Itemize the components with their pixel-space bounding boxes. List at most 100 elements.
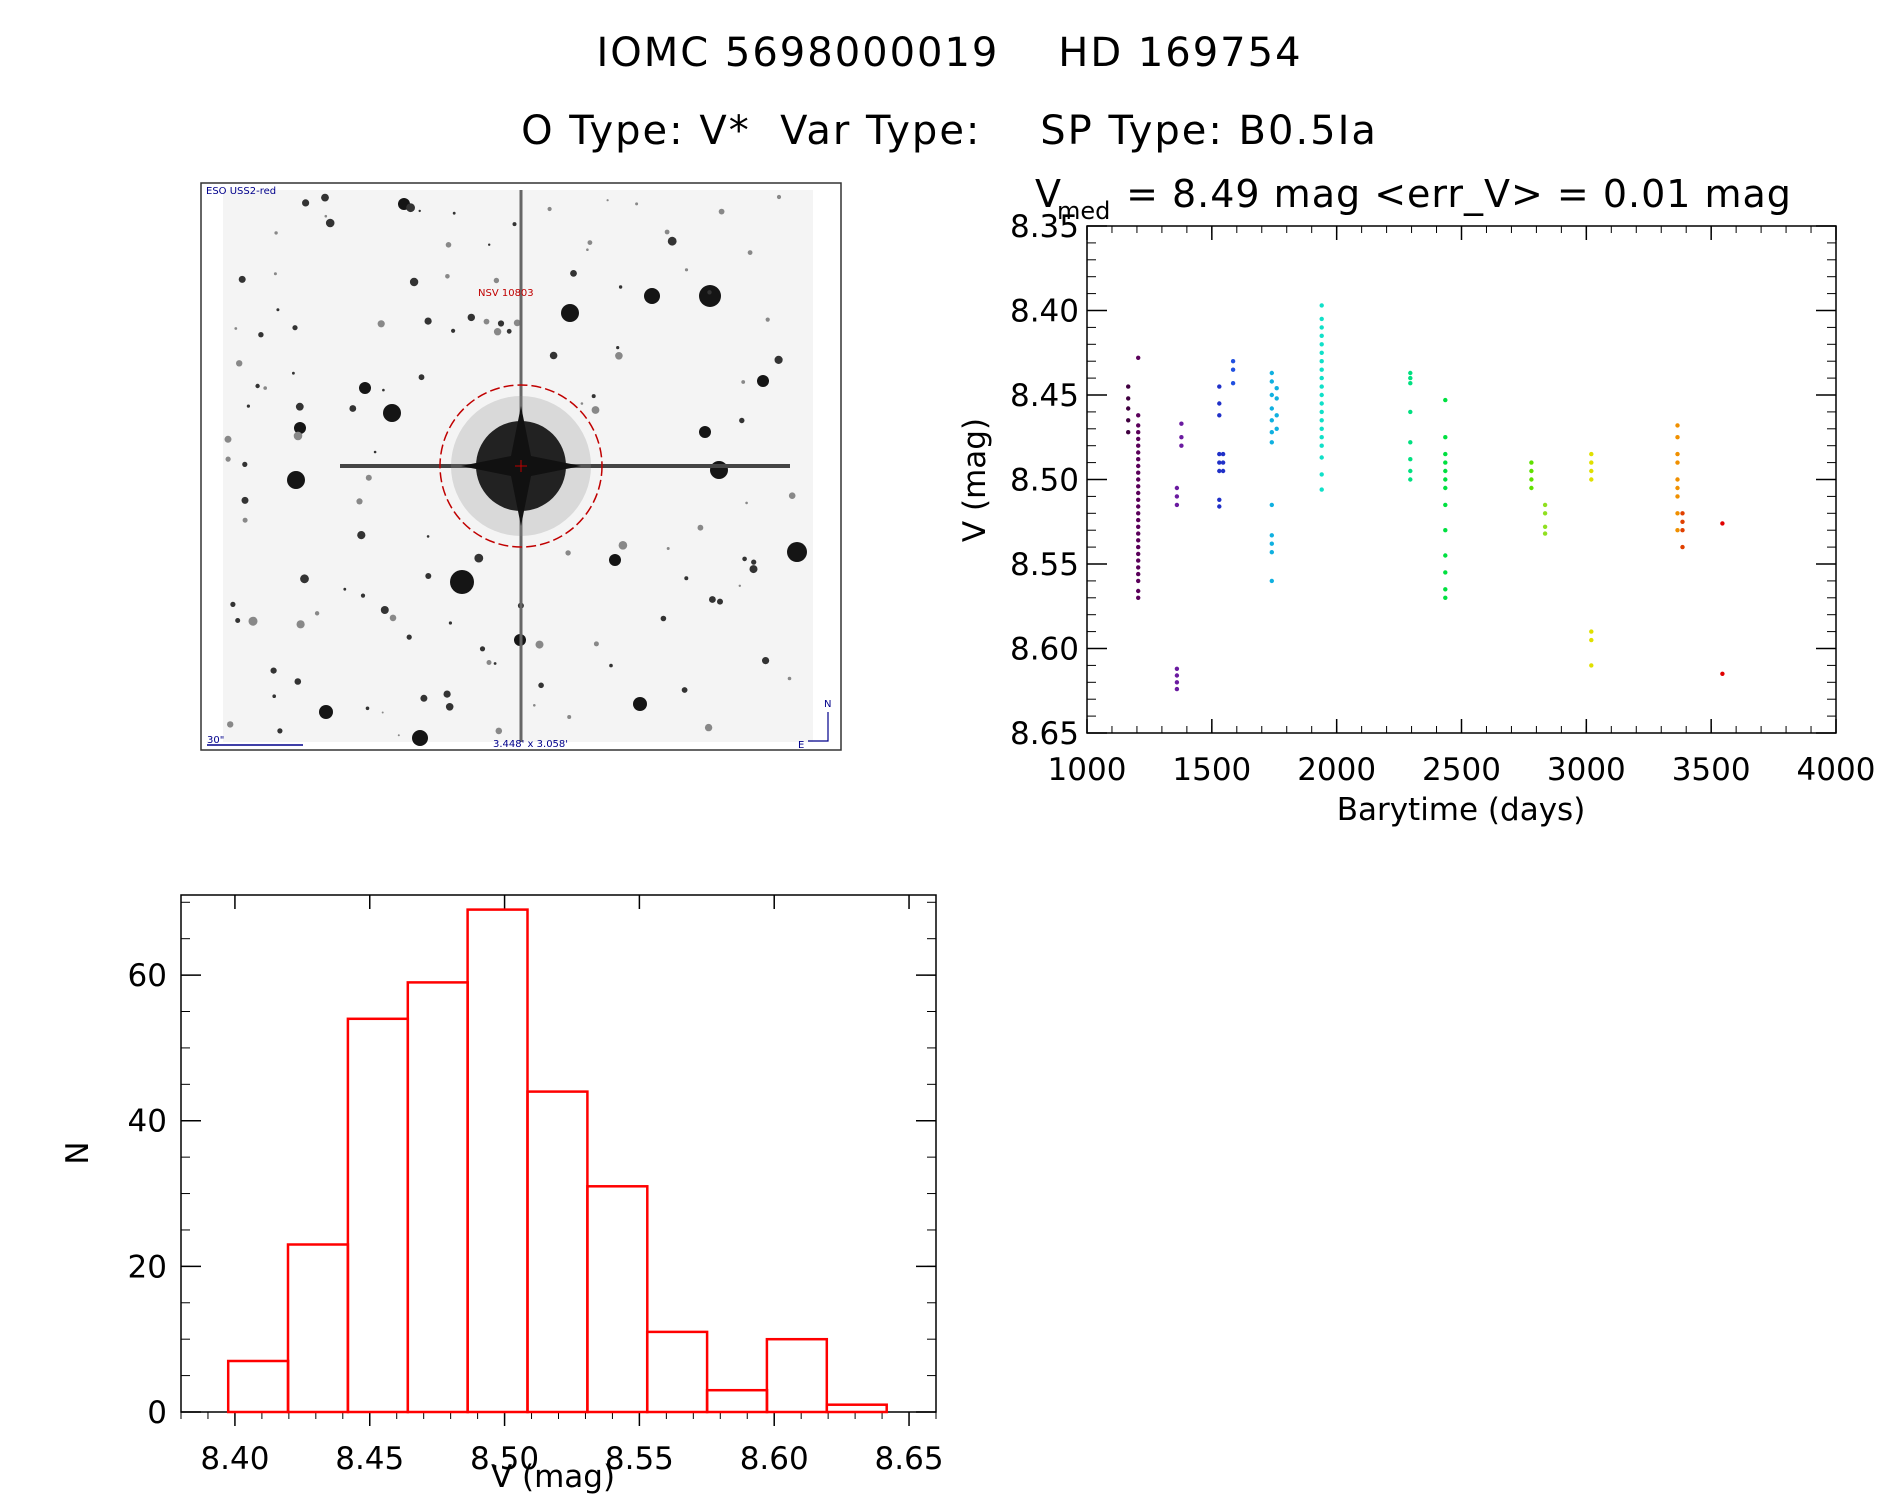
- finder-star: [788, 492, 796, 500]
- finder-star: [272, 694, 277, 698]
- scatter-point: [1443, 528, 1448, 533]
- scatter-point: [1680, 511, 1685, 516]
- finder-star: [294, 678, 302, 685]
- finder-star: [365, 474, 372, 481]
- scatter-point: [1136, 588, 1141, 594]
- scatter-point: [1529, 485, 1534, 491]
- histogram-xtick-label: 8.45: [335, 1441, 404, 1477]
- finder-star: [593, 641, 599, 647]
- scatter-point: [1174, 686, 1180, 692]
- scatter-ytick-label: 8.60: [1010, 632, 1079, 668]
- finder-star: [406, 203, 415, 213]
- finder-star: [486, 660, 492, 665]
- finder-star: [382, 388, 385, 392]
- finder-star: [787, 676, 792, 681]
- finder-star: [609, 663, 613, 668]
- scatter-point: [1529, 460, 1534, 465]
- finder-star: [236, 360, 243, 367]
- scatter-point: [1230, 367, 1236, 372]
- finder-star: [776, 194, 782, 200]
- finder-star: [587, 240, 593, 246]
- scatter-point: [1269, 541, 1275, 546]
- compass-arrows: [808, 712, 829, 742]
- histogram-bar: [705, 1388, 769, 1414]
- scatter-point: [1126, 430, 1131, 435]
- finder-star: [234, 327, 238, 330]
- finder-star: [699, 285, 721, 307]
- finder-star: [397, 734, 400, 737]
- scatter-ticks: 1000 1500 2000 2500 3000 3500 4000 8.35 8.40 8.45…: [1010, 209, 1875, 788]
- finder-star: [293, 431, 303, 441]
- scatter-point: [1174, 666, 1180, 671]
- scatter-xtick-label: 1000: [1048, 752, 1127, 788]
- histogram-xtick-label: 8.60: [740, 1441, 809, 1477]
- scatter-point: [1443, 477, 1448, 482]
- scatter-point: [1220, 468, 1226, 474]
- finder-star: [360, 593, 366, 598]
- target-star: [340, 190, 790, 742]
- finder-star: [445, 274, 450, 279]
- finder-star: [512, 222, 517, 227]
- scatter-point: [1174, 502, 1180, 508]
- finder-star: [258, 332, 264, 338]
- scatter-point: [1126, 418, 1131, 423]
- histogram-bar: [526, 1090, 589, 1414]
- finder-star: [488, 243, 491, 246]
- north-label: N: [824, 699, 831, 710]
- scatter-point: [1443, 502, 1448, 508]
- finder-star: [666, 547, 670, 550]
- scatter-point: [1274, 396, 1279, 401]
- finder-star: [314, 611, 320, 616]
- scatter-point: [1126, 384, 1131, 389]
- finder-image: ESO USS2-red NSV 10803 30" 3.448' x 3.05…: [200, 182, 842, 751]
- finder-star: [762, 657, 770, 665]
- finder-star: [513, 319, 521, 327]
- scatter-point: [1319, 455, 1324, 460]
- scatter-point: [1217, 504, 1222, 509]
- finder-star: [420, 694, 428, 702]
- finder-star: [412, 730, 428, 746]
- scatter-point: [1136, 551, 1141, 557]
- finder-star: [538, 682, 544, 689]
- finder-star: [704, 723, 713, 732]
- finder-star: [246, 404, 250, 408]
- finder-star: [359, 382, 371, 394]
- scatter-point: [1174, 680, 1180, 685]
- scatter-point: [1408, 440, 1413, 445]
- scatter-point: [1589, 637, 1594, 643]
- scatter-point: [1319, 426, 1324, 431]
- finder-star: [467, 313, 475, 322]
- finder-star: [667, 236, 677, 246]
- scatter-xtick-label: 2000: [1297, 752, 1376, 788]
- scatter-point: [1319, 359, 1324, 364]
- finder-star: [635, 202, 639, 206]
- finder-star: [547, 206, 552, 212]
- scatter-ytick-label: 8.45: [1010, 378, 1079, 414]
- scatter-point: [1136, 470, 1141, 475]
- scatter-point: [1274, 426, 1279, 431]
- scatter-point: [1443, 587, 1448, 592]
- scatter-point: [1136, 463, 1141, 469]
- scatter-point: [1443, 553, 1448, 558]
- finder-star: [474, 553, 484, 563]
- finder-star: [765, 317, 770, 322]
- finder-star: [580, 402, 584, 405]
- scatter-point: [1136, 497, 1141, 502]
- finder-star: [452, 211, 456, 215]
- finder-star: [425, 573, 432, 579]
- scatter-point: [1675, 451, 1680, 457]
- finder-star: [741, 380, 746, 384]
- light-curve-plot: V med = 8.49 mag <err_V> = 0.01 mag 1000…: [957, 172, 1875, 828]
- scatter-xtick-label: 4000: [1797, 752, 1876, 788]
- scatter-point: [1217, 460, 1222, 465]
- scatter-point: [1269, 550, 1275, 555]
- scatter-point: [1136, 423, 1141, 428]
- scatter-point: [1542, 524, 1548, 529]
- scatter-point: [1542, 502, 1548, 508]
- scatter-ytick-label: 8.50: [1010, 463, 1079, 499]
- finder-star: [567, 715, 572, 719]
- scatter-xlabel: Barytime (days): [1337, 792, 1586, 828]
- finder-star: [660, 615, 667, 622]
- chart-title-line-1: IOMC 5698000019 HD 169754: [596, 30, 1303, 76]
- scatter-point: [1136, 544, 1141, 550]
